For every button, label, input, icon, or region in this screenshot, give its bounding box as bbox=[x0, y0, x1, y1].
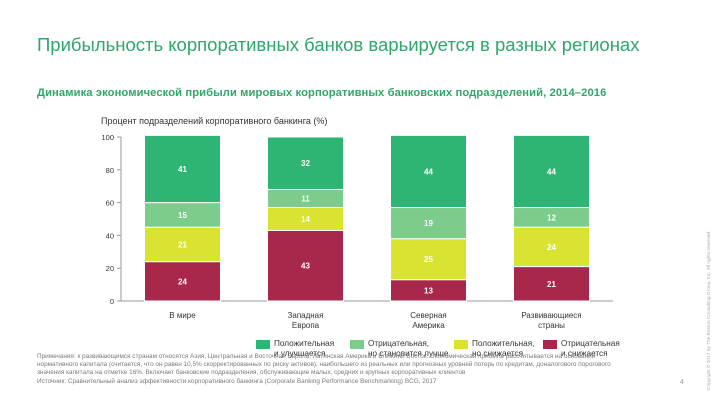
x-tick-label: Развивающиеся bbox=[521, 311, 581, 320]
data-label: 15 bbox=[178, 211, 187, 220]
legend-swatch bbox=[543, 340, 557, 349]
y-tick-label: 100 bbox=[101, 133, 114, 142]
legend-line1: Отрицательная bbox=[561, 339, 620, 348]
x-tick-label: В мире bbox=[169, 311, 196, 320]
bar-segment bbox=[267, 136, 344, 190]
bar-segment bbox=[390, 238, 467, 281]
data-label: 24 bbox=[547, 243, 556, 252]
data-label: 25 bbox=[424, 255, 433, 264]
chart-legend: Положительная и улучшается Отрицательная,… bbox=[256, 339, 646, 363]
legend-swatch bbox=[350, 340, 364, 349]
data-label: 41 bbox=[178, 165, 187, 174]
bar-segment bbox=[144, 226, 221, 263]
x-tick-label: страны bbox=[538, 321, 565, 330]
data-label: 21 bbox=[178, 240, 187, 249]
footnote-source: Источник: Сравнительный анализ эффективн… bbox=[37, 377, 437, 385]
data-label: 14 bbox=[301, 215, 310, 224]
legend-swatch bbox=[256, 340, 270, 349]
y-tick-label: 80 bbox=[106, 166, 114, 175]
bar-segment bbox=[390, 134, 467, 209]
data-label: 21 bbox=[547, 280, 556, 289]
x-tick-label: Северная bbox=[410, 311, 446, 320]
legend-line1: Отрицательная, bbox=[368, 339, 430, 348]
data-label: 24 bbox=[178, 277, 187, 286]
y-tick-label: 60 bbox=[106, 199, 114, 208]
data-label: 43 bbox=[301, 262, 310, 271]
legend-line2: и улучшается bbox=[274, 348, 326, 358]
page-number: 4 bbox=[680, 379, 684, 386]
data-label: 44 bbox=[424, 167, 433, 176]
legend-line2: и снижается bbox=[561, 348, 608, 358]
bar-segment bbox=[144, 261, 221, 302]
bar-segment bbox=[144, 134, 221, 204]
legend-line1: Положительная, bbox=[472, 339, 535, 348]
data-label: 19 bbox=[424, 219, 433, 228]
bar-segment bbox=[144, 202, 221, 228]
data-label: 11 bbox=[301, 195, 310, 204]
bar-segment bbox=[267, 229, 344, 302]
data-label: 13 bbox=[424, 286, 433, 295]
legend-line2: но становится лучше bbox=[368, 348, 449, 358]
chart-subtitle: Динамика экономической прибыли мировых к… bbox=[37, 87, 607, 99]
x-tick-label: Западная bbox=[288, 311, 324, 320]
y-tick-label: 20 bbox=[106, 264, 114, 273]
footnote-notes: Примечания: к развивающимся странам отно… bbox=[37, 353, 611, 377]
x-tick-label: Европа bbox=[292, 321, 320, 330]
footnotes: Примечания: к развивающимся странам отно… bbox=[37, 353, 637, 386]
y-tick-label: 0 bbox=[110, 297, 114, 306]
bar-segment bbox=[513, 134, 590, 209]
data-label: 32 bbox=[301, 159, 310, 168]
legend-line1: Положительная bbox=[274, 339, 335, 348]
legend-swatch bbox=[454, 340, 468, 349]
y-axis-label: Процент подразделений корпоративного бан… bbox=[101, 116, 327, 126]
data-label: 44 bbox=[547, 167, 556, 176]
data-label: 12 bbox=[547, 213, 556, 222]
copyright-text: Copyright © 2017 by The Boston Consultin… bbox=[707, 230, 712, 390]
page-title: Прибыльность корпоративных банков варьир… bbox=[37, 34, 640, 55]
bar-segment bbox=[390, 207, 467, 240]
y-tick-label: 40 bbox=[106, 231, 114, 240]
stacked-bar-chart: Процент подразделений корпоративного бан… bbox=[101, 116, 613, 330]
x-tick-label: Америка bbox=[412, 321, 445, 330]
bar-segment bbox=[513, 226, 590, 268]
legend-line2: но снижается bbox=[472, 348, 524, 358]
